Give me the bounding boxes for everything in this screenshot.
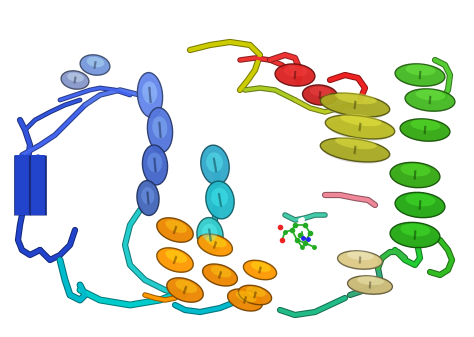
Ellipse shape (246, 287, 266, 297)
Ellipse shape (392, 227, 437, 248)
Ellipse shape (138, 184, 158, 214)
Ellipse shape (397, 68, 442, 87)
Ellipse shape (347, 276, 392, 294)
Ellipse shape (144, 149, 166, 183)
Ellipse shape (283, 65, 307, 76)
Ellipse shape (325, 115, 395, 139)
Ellipse shape (204, 267, 235, 286)
Ellipse shape (407, 93, 452, 112)
Ellipse shape (405, 64, 436, 75)
Ellipse shape (320, 93, 390, 117)
Ellipse shape (167, 278, 203, 302)
Ellipse shape (335, 92, 377, 104)
Ellipse shape (405, 194, 436, 206)
Ellipse shape (139, 77, 162, 115)
Ellipse shape (202, 150, 228, 183)
Ellipse shape (245, 263, 274, 280)
Ellipse shape (67, 72, 84, 82)
Ellipse shape (347, 251, 374, 260)
Ellipse shape (137, 181, 159, 215)
Ellipse shape (390, 162, 440, 188)
Ellipse shape (82, 58, 108, 75)
Ellipse shape (323, 143, 386, 164)
Ellipse shape (206, 152, 223, 172)
Ellipse shape (244, 260, 277, 280)
Ellipse shape (62, 73, 87, 89)
Ellipse shape (357, 276, 384, 285)
Ellipse shape (392, 167, 437, 188)
Ellipse shape (277, 67, 313, 86)
Ellipse shape (168, 281, 201, 302)
Ellipse shape (208, 185, 233, 217)
Ellipse shape (152, 116, 167, 139)
Ellipse shape (142, 81, 157, 104)
Ellipse shape (302, 85, 337, 105)
Ellipse shape (350, 279, 390, 295)
Ellipse shape (198, 234, 232, 256)
Ellipse shape (416, 89, 446, 101)
Ellipse shape (87, 57, 104, 67)
Ellipse shape (251, 262, 271, 272)
Ellipse shape (410, 119, 440, 131)
Ellipse shape (206, 236, 227, 247)
Ellipse shape (275, 64, 315, 86)
Ellipse shape (147, 153, 162, 173)
Ellipse shape (310, 87, 331, 97)
Ellipse shape (158, 251, 191, 272)
Ellipse shape (340, 114, 382, 126)
Ellipse shape (400, 119, 450, 141)
Ellipse shape (149, 112, 172, 150)
Ellipse shape (197, 218, 223, 252)
Ellipse shape (402, 123, 447, 142)
Ellipse shape (201, 145, 229, 185)
Ellipse shape (328, 120, 391, 141)
Ellipse shape (165, 250, 187, 263)
Ellipse shape (175, 280, 197, 293)
Ellipse shape (323, 98, 386, 119)
Ellipse shape (157, 248, 193, 272)
Ellipse shape (401, 164, 430, 176)
Ellipse shape (337, 251, 383, 269)
Ellipse shape (240, 288, 270, 305)
Ellipse shape (339, 254, 380, 270)
Ellipse shape (401, 224, 430, 236)
Ellipse shape (147, 108, 173, 152)
Ellipse shape (157, 218, 193, 242)
Ellipse shape (206, 181, 234, 219)
Ellipse shape (236, 291, 256, 302)
Ellipse shape (211, 266, 231, 277)
Ellipse shape (405, 89, 455, 111)
Ellipse shape (320, 138, 390, 162)
Ellipse shape (395, 64, 445, 86)
Ellipse shape (211, 188, 228, 207)
Ellipse shape (141, 187, 155, 205)
Ellipse shape (228, 289, 263, 311)
Ellipse shape (199, 221, 222, 251)
Ellipse shape (390, 222, 440, 248)
Ellipse shape (397, 197, 442, 218)
Ellipse shape (238, 285, 272, 305)
Ellipse shape (165, 220, 187, 233)
Ellipse shape (142, 145, 168, 185)
Ellipse shape (80, 55, 110, 75)
Ellipse shape (137, 72, 163, 117)
Ellipse shape (158, 221, 191, 242)
Ellipse shape (61, 71, 89, 89)
Ellipse shape (199, 237, 230, 256)
Ellipse shape (229, 292, 260, 311)
Ellipse shape (335, 137, 377, 149)
Ellipse shape (395, 192, 445, 218)
Ellipse shape (304, 88, 336, 105)
Ellipse shape (202, 224, 218, 241)
Ellipse shape (202, 264, 237, 286)
